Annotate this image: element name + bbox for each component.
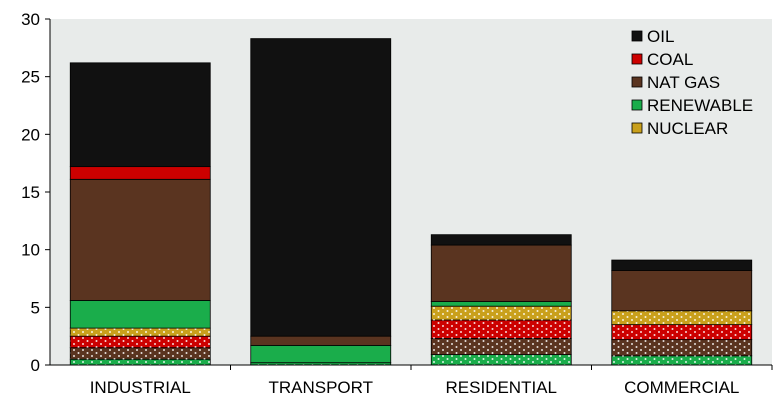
bar-segment-industrial-coal <box>69 166 211 180</box>
x-category-label: INDUSTRIAL <box>90 378 191 397</box>
bar-segment-transport-oil <box>250 38 392 337</box>
y-tick-label: 0 <box>31 356 40 375</box>
bar-segment-residential-oil <box>430 234 572 246</box>
bar-segment-dots-commercial-renewable <box>611 355 752 365</box>
bar-segment-dots-industrial-nat-gas <box>70 347 211 360</box>
bar-segment-industrial-nat-gas <box>69 178 211 301</box>
bar-segment-dots-residential-coal <box>431 320 572 339</box>
bar-segment-commercial-nat-gas <box>611 270 753 312</box>
bar-segment-dots-commercial-coal <box>611 324 752 340</box>
x-category-label: TRANSPORT <box>268 378 373 397</box>
bar-segment-dots-commercial-nat-gas <box>611 339 752 356</box>
bar-segment-dots-industrial-nuclear <box>70 328 211 337</box>
legend: OIL COAL NAT GAS RENEWABLE NUCLEAR <box>631 27 753 138</box>
bar-segment-commercial-oil <box>611 259 753 271</box>
legend-swatch-coal <box>631 53 643 65</box>
bar-segment-dots-residential-nat-gas <box>431 338 572 355</box>
bar-segment-residential-renewable <box>430 301 572 307</box>
bar-segment-industrial-renewable <box>69 300 211 329</box>
bar-segment-industrial-oil <box>69 62 211 168</box>
y-axis: 0 5 10 15 20 25 30 <box>21 10 50 375</box>
legend-swatch-oil <box>631 30 643 42</box>
bar-segment-transport-renewable <box>250 344 392 364</box>
x-category-label: COMMERCIAL <box>624 378 739 397</box>
legend-swatch-nat-gas <box>631 76 643 88</box>
legend-label-nuclear: NUCLEAR <box>647 119 728 138</box>
x-axis: INDUSTRIAL TRANSPORT RESIDENTIAL COMMERCIAL <box>90 365 773 397</box>
bar-segment-dots-industrial-renewable <box>70 359 211 365</box>
y-tick-label: 20 <box>21 125 40 144</box>
bar-segment-dots-residential-nuclear <box>431 306 572 321</box>
bar-segment-dots-industrial-coal <box>70 336 211 348</box>
y-tick-label: 15 <box>21 183 40 202</box>
legend-label-nat-gas: NAT GAS <box>647 73 720 92</box>
x-category-label: RESIDENTIAL <box>446 378 557 397</box>
legend-label-renewable: RENEWABLE <box>647 96 753 115</box>
y-tick-label: 10 <box>21 241 40 260</box>
bar-segment-residential-nat-gas <box>430 244 572 302</box>
legend-swatch-nuclear <box>631 122 643 134</box>
bar-segment-transport-nat-gas <box>250 335 392 346</box>
legend-label-coal: COAL <box>647 50 693 69</box>
y-tick-label: 30 <box>21 10 40 29</box>
legend-swatch-renewable <box>631 99 643 111</box>
bar-segment-dots-transport-renewable <box>250 362 391 365</box>
legend-label-oil: OIL <box>647 27 674 46</box>
bar-segment-dots-commercial-nuclear <box>611 310 752 325</box>
y-tick-label: 5 <box>31 298 40 317</box>
bar-segment-dots-residential-renewable <box>431 354 572 365</box>
bars-group <box>69 38 753 366</box>
y-tick-label: 25 <box>21 68 40 87</box>
